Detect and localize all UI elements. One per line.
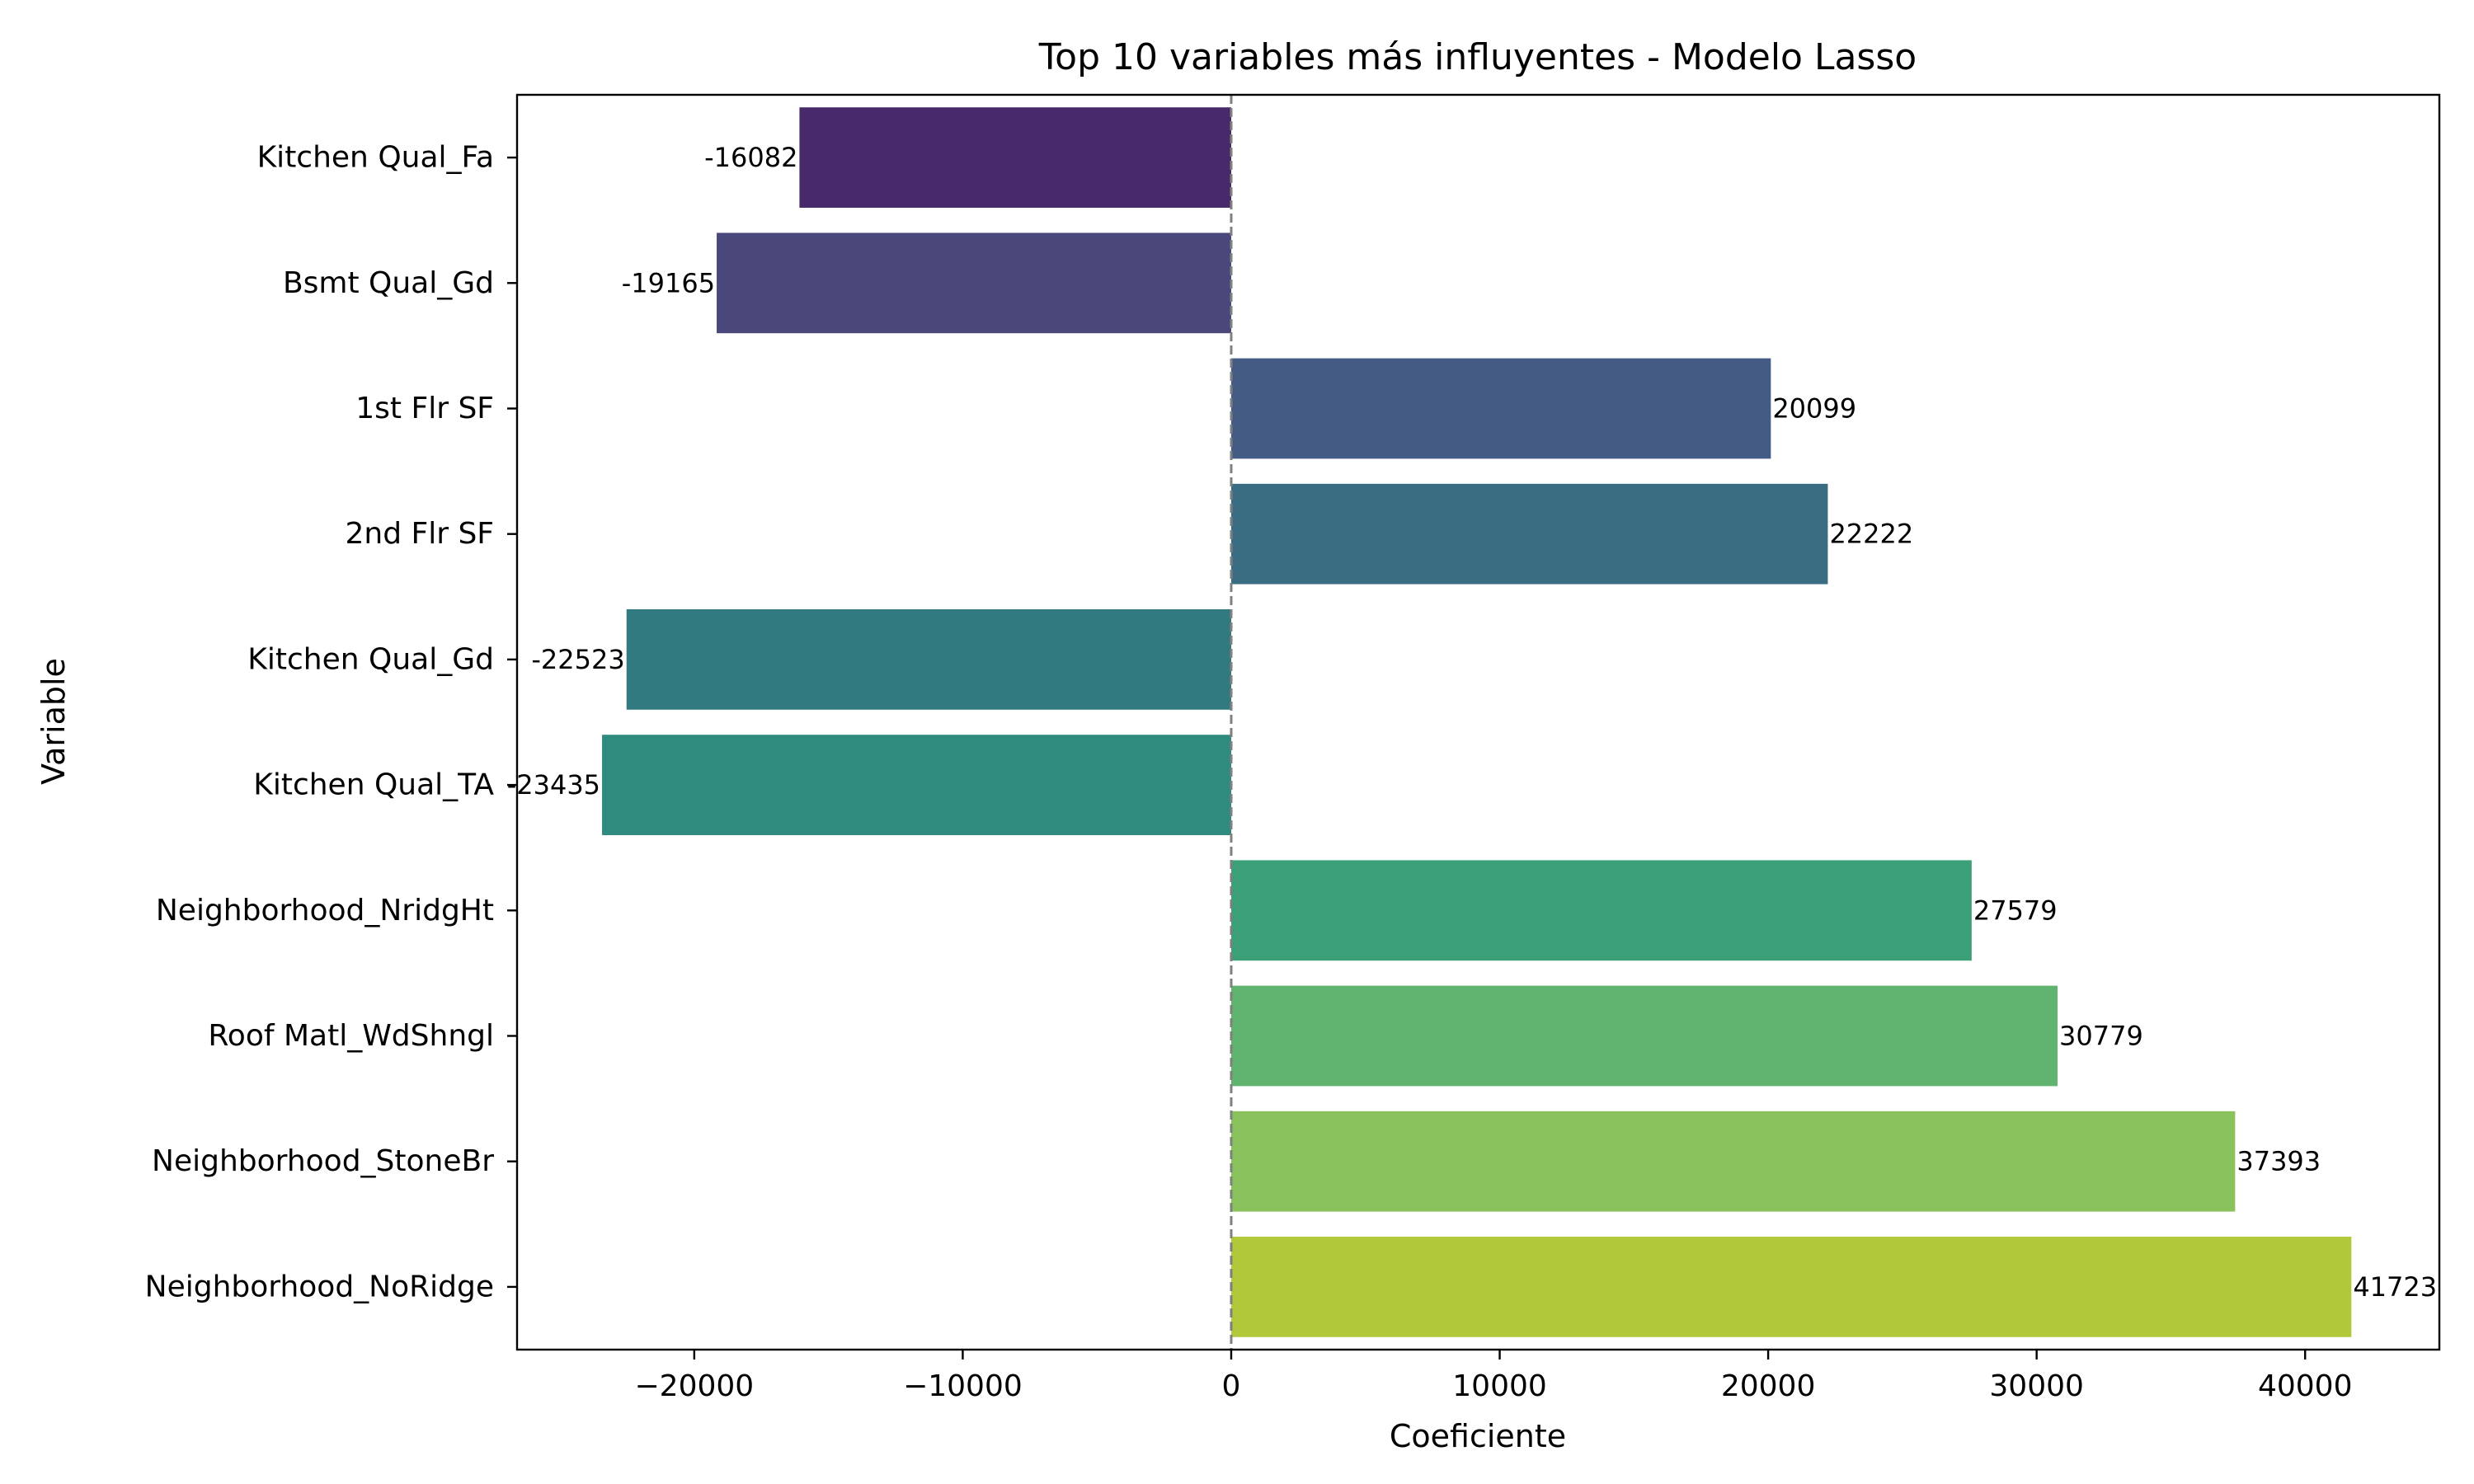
y-tick-label: Neighborhood_StoneBr bbox=[152, 1144, 494, 1178]
data-label: 20099 bbox=[1772, 393, 1856, 425]
x-tick-label: 20000 bbox=[1721, 1369, 1816, 1403]
x-tick-label: 10000 bbox=[1452, 1369, 1547, 1403]
x-tick-label: 40000 bbox=[2258, 1369, 2353, 1403]
x-tick-label: 30000 bbox=[1989, 1369, 2084, 1403]
y-tick-label: 1st Flr SF bbox=[355, 392, 494, 425]
y-tick-label: Kitchen Qual_Gd bbox=[247, 642, 494, 676]
bar bbox=[717, 232, 1231, 334]
bar bbox=[1230, 1111, 2236, 1212]
data-label: 41723 bbox=[2353, 1271, 2437, 1303]
y-tick-label: Neighborhood_NridgHt bbox=[156, 894, 494, 928]
data-label: -22523 bbox=[531, 644, 624, 675]
x-axis-ticks: −20000 −10000 0 10000 20000 30000 40000 bbox=[635, 1350, 2353, 1403]
data-label: -19165 bbox=[622, 267, 715, 298]
bar bbox=[602, 735, 1231, 835]
bar bbox=[1230, 985, 2058, 1087]
data-label: -16082 bbox=[704, 142, 797, 173]
bars-group bbox=[602, 107, 2352, 1337]
y-tick-label: Roof Matl_WdShngl bbox=[208, 1019, 494, 1053]
chart-title: Top 10 variables más influyentes - Model… bbox=[1038, 36, 1917, 78]
bar bbox=[1230, 483, 1828, 585]
bar bbox=[1230, 358, 1771, 459]
x-axis-label: Coeficiente bbox=[1390, 1418, 1566, 1454]
plot-frame bbox=[515, 93, 2441, 1351]
y-tick-label: Bsmt Qual_Gd bbox=[283, 266, 494, 300]
y-tick-label: 2nd Flr SF bbox=[345, 517, 494, 551]
data-label: 27579 bbox=[1973, 895, 2058, 926]
bar bbox=[626, 609, 1231, 710]
data-label: 30779 bbox=[2059, 1021, 2143, 1052]
y-tick-label: Neighborhood_NoRidge bbox=[145, 1270, 494, 1303]
data-labels-group: -16082 -19165 20099 22222 -22523 -23435 27579 3… bbox=[507, 142, 2437, 1303]
bar bbox=[1230, 1237, 2352, 1337]
y-axis-label: Variable bbox=[35, 658, 72, 785]
x-tick-label: 0 bbox=[1222, 1369, 1241, 1403]
bar bbox=[799, 107, 1231, 208]
data-label: 22222 bbox=[1829, 519, 1913, 550]
y-tick-label: Kitchen Qual_Fa bbox=[257, 141, 494, 175]
bar bbox=[1230, 860, 1972, 961]
x-tick-label: −10000 bbox=[903, 1369, 1023, 1403]
x-tick-label: −20000 bbox=[635, 1369, 755, 1403]
y-axis-ticks: Kitchen Qual_Fa Bsmt Qual_Gd 1st Flr SF 2nd… bbox=[145, 141, 517, 1303]
data-label: 37393 bbox=[2236, 1146, 2321, 1177]
y-tick-label: Kitchen Qual_TA bbox=[253, 768, 494, 802]
data-label: -23435 bbox=[507, 769, 600, 801]
